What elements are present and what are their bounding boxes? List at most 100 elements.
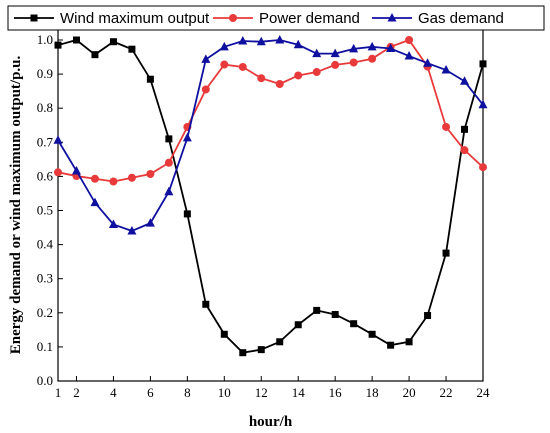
- x-tick-label: 12: [255, 385, 268, 400]
- data-point: [182, 132, 192, 142]
- legend-label: Power demand: [259, 10, 360, 27]
- y-tick-label: 0.3: [37, 271, 53, 286]
- data-point: [238, 62, 247, 71]
- data-point: [127, 225, 137, 235]
- data-point: [90, 197, 100, 207]
- y-tick-label: 0.9: [37, 66, 53, 81]
- data-point: [202, 300, 210, 308]
- y-tick-label: 1.0: [37, 32, 53, 47]
- data-point: [294, 321, 302, 329]
- series-line: [57, 39, 484, 232]
- data-point: [91, 51, 99, 59]
- y-tick-label: 0.0: [37, 373, 53, 388]
- data-point: [109, 177, 118, 186]
- data-point: [109, 38, 117, 46]
- data-point: [405, 338, 413, 346]
- y-tick-label: 0.5: [37, 203, 53, 218]
- data-point: [442, 249, 450, 257]
- data-point: [275, 35, 285, 44]
- data-point: [127, 173, 136, 182]
- data-point: [479, 163, 487, 172]
- legend-box: [7, 5, 545, 31]
- data-point: [256, 36, 266, 46]
- data-point: [257, 74, 266, 83]
- data-point: [293, 39, 303, 49]
- data-point: [330, 48, 340, 58]
- x-axis-title: hour/h: [249, 414, 293, 430]
- data-point: [146, 170, 155, 179]
- x-tick-label: 16: [329, 385, 343, 400]
- data-point: [257, 346, 265, 354]
- series-line: [57, 39, 484, 354]
- data-point: [368, 330, 376, 338]
- series-line: [57, 38, 484, 183]
- data-point: [164, 158, 173, 167]
- legend-marker: [229, 14, 237, 22]
- data-point: [313, 306, 321, 314]
- x-tick-label: 18: [366, 385, 379, 400]
- data-point: [424, 312, 432, 320]
- data-point: [165, 135, 173, 143]
- data-point: [331, 311, 339, 319]
- axes: 1 2 4 6 8 10 12 14 16 18 20 22 240.00.10.20.30.40.50…: [37, 32, 490, 400]
- data-point: [108, 219, 118, 228]
- x-tick-label: 8: [184, 385, 191, 400]
- data-point: [367, 41, 377, 51]
- x-tick-label: 22: [440, 385, 453, 400]
- data-point: [312, 68, 321, 77]
- data-point: [201, 54, 211, 63]
- y-tick-label: 0.6: [37, 168, 54, 183]
- series-1: [54, 36, 487, 357]
- data-point: [183, 210, 191, 218]
- y-axis-title: Energy demand or wind maximum output/p.u…: [8, 55, 24, 354]
- data-point: [164, 186, 174, 196]
- series-3: [53, 35, 488, 235]
- data-point: [349, 58, 358, 67]
- legend-label: Gas demand: [418, 10, 504, 27]
- data-point: [368, 54, 377, 63]
- data-point: [387, 341, 395, 349]
- x-tick-label: 1: [55, 385, 62, 400]
- x-tick-label: 20: [403, 385, 416, 400]
- data-point: [294, 71, 303, 80]
- data-point: [275, 79, 284, 88]
- data-point: [90, 174, 99, 183]
- data-point: [350, 320, 358, 328]
- series-layer: [53, 35, 488, 357]
- data-point: [53, 135, 63, 144]
- legend-marker: [30, 14, 38, 22]
- data-point: [423, 58, 433, 67]
- data-point: [219, 41, 229, 51]
- data-point: [349, 43, 359, 53]
- data-point: [276, 338, 284, 346]
- y-tick-label: 0.8: [37, 100, 53, 115]
- y-tick-label: 0.4: [37, 237, 54, 252]
- y-tick-label: 0.7: [37, 134, 54, 149]
- data-point: [145, 218, 155, 227]
- data-point: [54, 41, 62, 49]
- legend: Wind maximum output Power demand Gas deman…: [7, 5, 545, 31]
- data-point: [71, 165, 81, 175]
- x-tick-label: 24: [477, 385, 491, 400]
- legend-marker: [387, 13, 397, 22]
- x-tick-label: 14: [292, 385, 306, 400]
- x-tick-label: 2: [73, 385, 80, 400]
- data-point: [479, 60, 487, 68]
- data-point: [220, 330, 228, 338]
- y-tick-label: 0.2: [37, 305, 53, 320]
- data-point: [54, 168, 62, 177]
- data-point: [239, 349, 247, 357]
- x-tick-label: 6: [147, 385, 154, 400]
- data-point: [441, 65, 451, 74]
- data-point: [404, 51, 414, 60]
- y-tick-label: 0.1: [37, 339, 53, 354]
- data-point: [312, 48, 322, 58]
- data-point: [461, 125, 469, 133]
- data-point: [146, 75, 154, 83]
- legend-label: Wind maximum output: [60, 10, 210, 27]
- data-point: [201, 85, 210, 94]
- series-2: [54, 36, 487, 186]
- data-point: [220, 60, 229, 69]
